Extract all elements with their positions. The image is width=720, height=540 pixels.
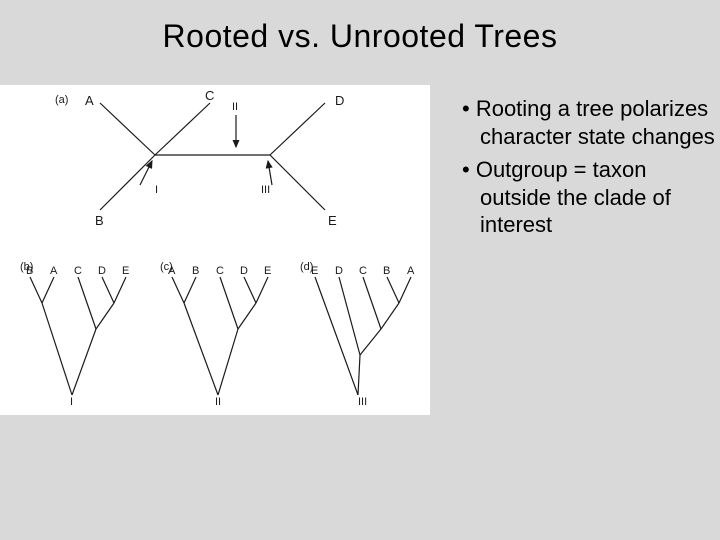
svg-text:C: C (205, 88, 214, 103)
svg-text:II: II (215, 396, 221, 408)
svg-text:E: E (122, 265, 129, 277)
svg-text:III: III (261, 184, 270, 196)
svg-text:C: C (216, 265, 224, 277)
svg-text:A: A (50, 265, 58, 277)
bullet-item: Outgroup = taxon outside the clade of in… (450, 156, 720, 239)
svg-text:D: D (335, 265, 343, 277)
content-row: (a)ABCDEIIIIII(b)BACDEI(c)ABCDEII(d)EDCB… (0, 85, 720, 415)
svg-text:I: I (70, 396, 73, 408)
bullet-list: Rooting a tree polarizes character state… (430, 85, 720, 415)
svg-text:D: D (240, 265, 248, 277)
svg-text:D: D (335, 93, 344, 108)
svg-text:D: D (98, 265, 106, 277)
svg-text:C: C (74, 265, 82, 277)
svg-text:C: C (359, 265, 367, 277)
svg-text:B: B (383, 265, 390, 277)
svg-text:B: B (26, 265, 33, 277)
svg-text:B: B (95, 213, 104, 228)
tree-diagram: (a)ABCDEIIIIII(b)BACDEI(c)ABCDEII(d)EDCB… (0, 85, 430, 415)
svg-text:E: E (328, 213, 337, 228)
svg-text:A: A (85, 93, 94, 108)
page-title: Rooted vs. Unrooted Trees (0, 0, 720, 55)
svg-text:A: A (168, 265, 176, 277)
svg-text:II: II (232, 101, 238, 113)
svg-text:III: III (358, 396, 367, 408)
bullet-item: Rooting a tree polarizes character state… (450, 95, 720, 150)
svg-text:(a): (a) (55, 94, 68, 106)
svg-text:B: B (192, 265, 199, 277)
svg-text:A: A (407, 265, 415, 277)
svg-text:E: E (264, 265, 271, 277)
svg-text:I: I (155, 184, 158, 196)
svg-text:E: E (311, 265, 318, 277)
figure-panel: (a)ABCDEIIIIII(b)BACDEI(c)ABCDEII(d)EDCB… (0, 85, 430, 415)
